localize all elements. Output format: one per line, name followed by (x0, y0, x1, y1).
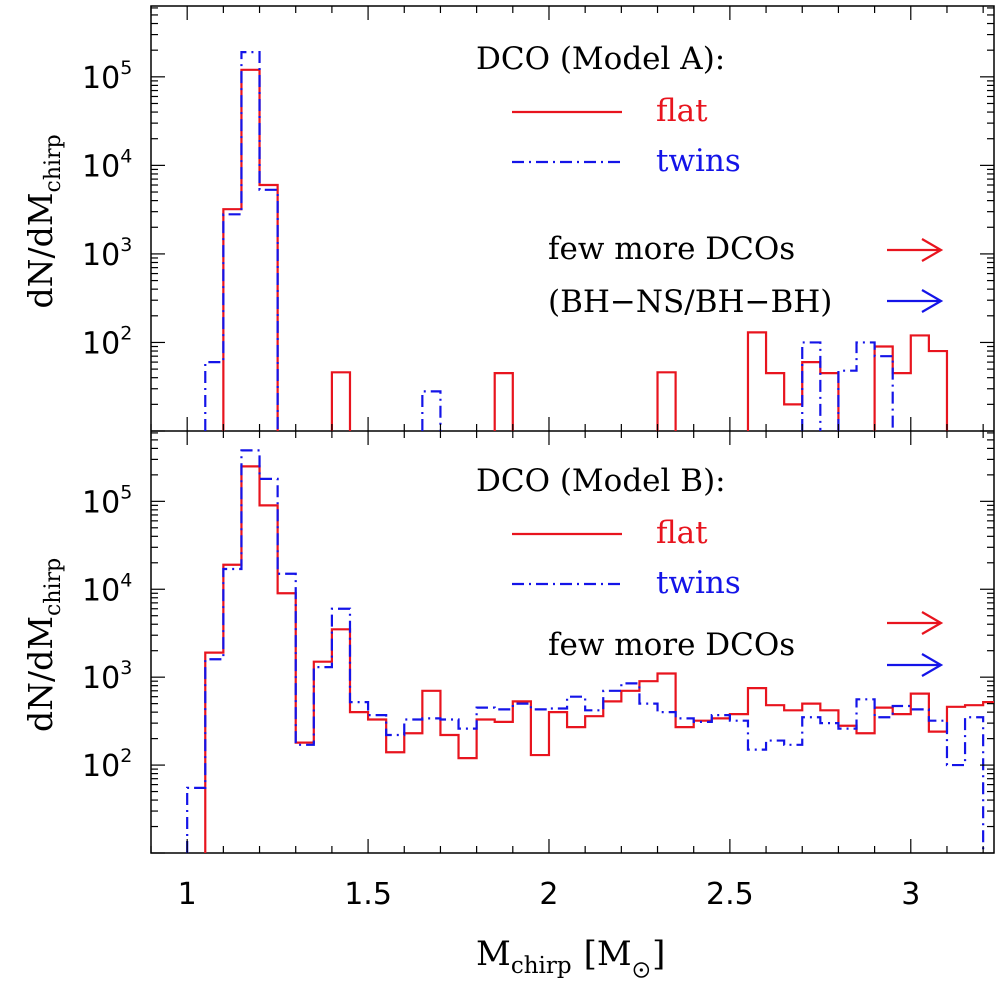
x-tick-label: 2.5 (706, 877, 754, 912)
annotation-text: (BH−NS/BH−BH) (548, 284, 832, 320)
panel-title: DCO (Model B): (476, 463, 726, 499)
histogram-curves (186, 51, 994, 853)
legend-label-twins: twins (656, 565, 741, 601)
legend-label-flat: flat (656, 515, 708, 551)
panel-title: DCO (Model A): (476, 41, 725, 77)
y-tick-label: 103 (82, 234, 132, 273)
y-tick-label: 103 (82, 657, 132, 696)
curve-twins (186, 449, 985, 853)
x-tick-label: 1 (178, 877, 197, 912)
y-tick-label: 105 (82, 481, 132, 520)
series-twins (186, 449, 985, 853)
axis-ticks (150, 6, 994, 854)
legend-label-twins: twins (656, 143, 741, 179)
sun-symbol-dot (639, 968, 643, 972)
y-tick-label: 104 (82, 569, 132, 608)
x-axis-label: Mchirp [M ] (476, 934, 665, 979)
sun-symbol-icon (633, 962, 650, 978)
series-flat (222, 68, 949, 431)
annotation-text: few more DCOs (548, 231, 795, 267)
chart-text: 102 103 104 105 DCO (Model A): flat twins few m… (21, 41, 944, 979)
arrow-right-icon (887, 611, 944, 635)
y-tick-label: 102 (82, 322, 132, 361)
y-axis-label: dN/dMchirp (21, 558, 66, 732)
y-tick-label: 102 (82, 745, 132, 784)
y-tick-label: 105 (82, 57, 132, 96)
y-tick-label: 104 (82, 145, 132, 184)
y-axis-label: dN/dMchirp (21, 134, 66, 308)
curve-twins (204, 51, 894, 431)
arrow-right-icon (887, 653, 944, 677)
x-tick-label: 2 (539, 877, 558, 912)
x-tick-label: 3 (901, 877, 920, 912)
annotation-text: few more DCOs (548, 627, 795, 663)
legend-label-flat: flat (656, 93, 708, 129)
curve-flat (222, 68, 949, 431)
x-tick-label: 1.5 (344, 877, 392, 912)
series-twins (204, 51, 894, 431)
arrow-right-icon (887, 289, 944, 313)
arrow-right-icon (887, 238, 944, 262)
